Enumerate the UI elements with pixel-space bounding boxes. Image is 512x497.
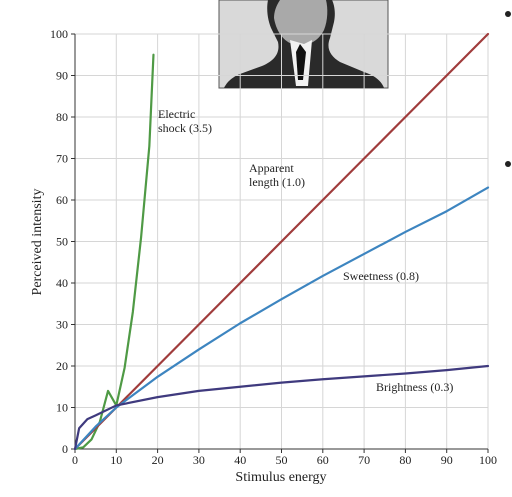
x-tick-label: 40 xyxy=(234,453,246,467)
x-tick-label: 60 xyxy=(317,453,329,467)
y-tick-label: 70 xyxy=(56,152,68,166)
grid xyxy=(74,33,489,450)
x-tick-label: 10 xyxy=(110,453,122,467)
y-tick-label: 60 xyxy=(56,193,68,207)
y-tick-label: 50 xyxy=(56,235,68,249)
series-label-sweetness: Sweetness (0.8) xyxy=(343,269,419,283)
x-tick-label: 80 xyxy=(399,453,411,467)
series-line-sweetness xyxy=(73,186,490,451)
x-tick-label: 0 xyxy=(72,453,78,467)
x-tick-label: 100 xyxy=(479,453,497,467)
x-tick-label: 70 xyxy=(358,453,370,467)
x-axis-title: Stimulus energy xyxy=(235,470,326,485)
y-tick-label: 10 xyxy=(56,401,68,415)
series-label-electric: Electric shock (3.5) xyxy=(158,107,212,135)
series-label-length: Apparent length (1.0) xyxy=(249,161,305,189)
series-line-length xyxy=(73,32,490,451)
y-tick-label: 40 xyxy=(56,276,68,290)
y-tick-label: 90 xyxy=(56,69,68,83)
axes xyxy=(71,33,489,453)
y-axis-title: Perceived intensity xyxy=(30,189,45,296)
series-lines xyxy=(73,32,490,451)
series-line-brightness xyxy=(73,364,490,451)
y-tick-label: 0 xyxy=(62,442,68,456)
x-tick-label: 50 xyxy=(276,453,288,467)
portrait-photo xyxy=(218,0,389,89)
bullet-marker xyxy=(505,161,511,167)
tick-labels: 0 10 20 30 40 50 60 70 80 90 100 0 10 20 30 40 50 60 70 80 9… xyxy=(50,27,497,467)
y-tick-label: 100 xyxy=(50,27,68,41)
series-label-brightness: Brightness (0.3) xyxy=(376,380,453,394)
x-tick-label: 30 xyxy=(193,453,205,467)
bullet-marker xyxy=(505,11,511,17)
x-tick-label: 90 xyxy=(441,453,453,467)
x-tick-label: 20 xyxy=(152,453,164,467)
y-tick-label: 80 xyxy=(56,110,68,124)
y-tick-label: 30 xyxy=(56,318,68,332)
y-tick-label: 20 xyxy=(56,359,68,373)
series-labels: Electric shock (3.5) Apparent length (1.0) S… xyxy=(158,107,453,394)
